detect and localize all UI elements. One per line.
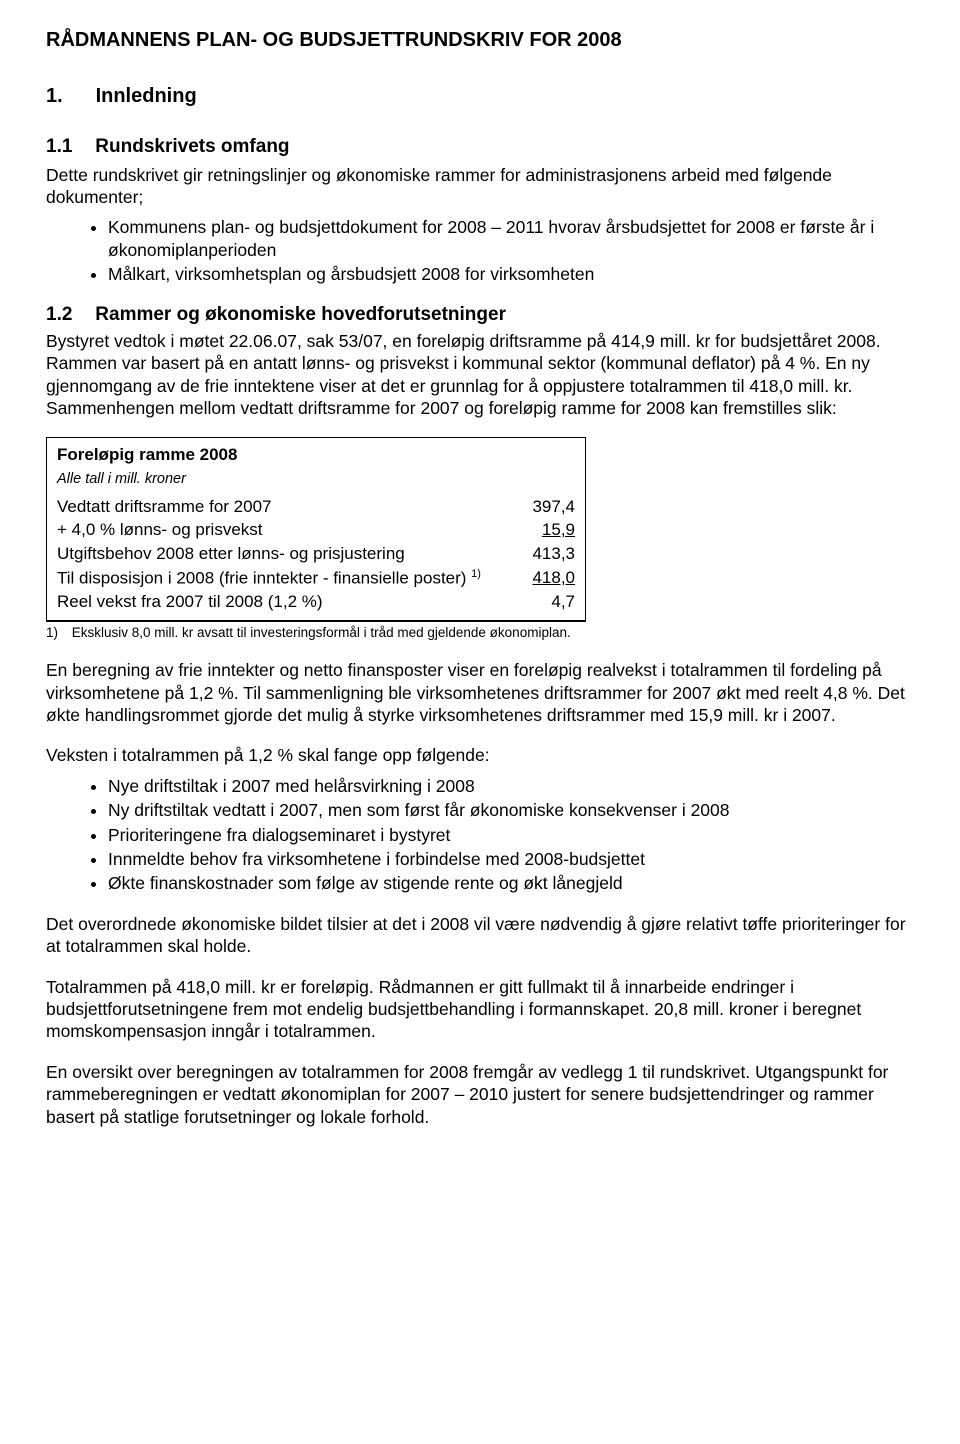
paragraph: Det overordnede økonomiske bildet tilsie… [46,913,914,958]
forelpig-ramme-table: Foreløpig ramme 2008 Alle tall i mill. k… [46,437,586,622]
table-cell-value: 4,7 [515,591,575,613]
paragraph: Veksten i totalrammen på 1,2 % skal fang… [46,744,914,766]
table-row: Til disposisjon i 2008 (frie inntekter -… [57,566,575,590]
table-cell-label: Reel vekst fra 2007 til 2008 (1,2 %) [57,591,515,613]
subsection-1-1-bullets: Kommunens plan- og budsjettdokument for … [46,216,914,285]
footnote-ref: 1) [471,568,481,580]
subsection-1-2-paragraph: Bystyret vedtok i møtet 22.06.07, sak 53… [46,330,914,420]
table-row: Utgiftsbehov 2008 etter lønns- og prisju… [57,542,575,566]
subsection-1-1-title: Rundskrivets omfang [95,136,289,157]
table-cell-value: 413,3 [515,543,575,565]
list-item: Prioriteringene fra dialogseminaret i by… [108,824,914,846]
footnote-number: 1) [46,624,68,641]
table-subtitle: Alle tall i mill. kroner [57,470,575,489]
subsection-heading-1-1: 1.1 Rundskrivets omfang [46,135,914,159]
table-row: Vedtatt driftsramme for 2007 397,4 [57,495,575,519]
growth-bullets: Nye driftstiltak i 2007 med helårsvirkni… [46,775,914,895]
list-item: Ny driftstiltak vedtatt i 2007, men som … [108,799,914,821]
table-cell-label: Til disposisjon i 2008 (frie inntekter -… [57,567,515,589]
section-1-title: Innledning [96,85,197,107]
list-item: Økte finanskostnader som følge av stigen… [108,872,914,894]
table-cell-label: + 4,0 % lønns- og prisvekst [57,519,515,541]
subsection-1-1-num: 1.1 [46,135,90,159]
subsection-1-1-intro: Dette rundskrivet gir retningslinjer og … [46,164,914,209]
doc-title: RÅDMANNENS PLAN- OG BUDSJETTRUNDSKRIV FO… [46,28,914,54]
paragraph: En oversikt over beregningen av totalram… [46,1061,914,1128]
table-row: + 4,0 % lønns- og prisvekst 15,9 [57,518,575,542]
subsection-1-2-title: Rammer og økonomiske hovedforutsetninger [95,304,506,325]
table-cell-value: 418,0 [515,567,575,589]
table-cell-label: Utgiftsbehov 2008 etter lønns- og prisju… [57,543,515,565]
paragraph: Totalrammen på 418,0 mill. kr er foreløp… [46,976,914,1043]
table-footnote: 1) Eksklusiv 8,0 mill. kr avsatt til inv… [46,624,806,641]
table-cell-label: Vedtatt driftsramme for 2007 [57,496,515,518]
table-row: Reel vekst fra 2007 til 2008 (1,2 %) 4,7 [57,590,575,614]
section-1-num: 1. [46,84,90,110]
list-item: Målkart, virksomhetsplan og årsbudsjett … [108,263,914,285]
list-item: Nye driftstiltak i 2007 med helårsvirkni… [108,775,914,797]
subsection-heading-1-2: 1.2 Rammer og økonomiske hovedforutsetni… [46,303,914,327]
list-item: Kommunens plan- og budsjettdokument for … [108,216,914,261]
section-heading-1: 1. Innledning [46,84,914,110]
footnote-text: Eksklusiv 8,0 mill. kr avsatt til invest… [72,625,571,640]
table-cell-value: 15,9 [515,519,575,541]
paragraph: En beregning av frie inntekter og netto … [46,659,914,726]
list-item: Innmeldte behov fra virksomhetene i forb… [108,848,914,870]
table-title: Foreløpig ramme 2008 [57,444,575,466]
table-cell-value: 397,4 [515,496,575,518]
subsection-1-2-num: 1.2 [46,303,90,327]
